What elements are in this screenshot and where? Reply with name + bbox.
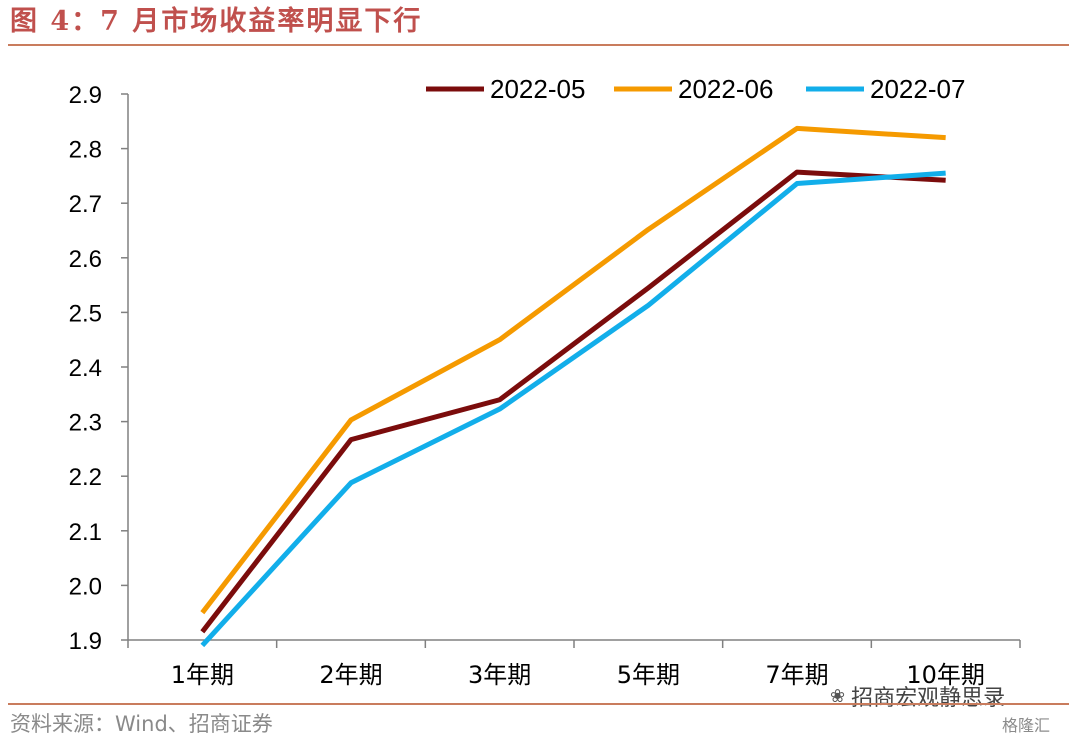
chart-legend: 2022-05 2022-06 2022-07	[426, 74, 965, 104]
y-tick-label: 2.1	[69, 519, 102, 546]
series-line-2022-07	[200, 170, 946, 648]
series-layer	[200, 125, 946, 648]
legend-label: 2022-07	[870, 74, 965, 104]
x-tick-label: 7年期	[765, 661, 828, 689]
legend-label: 2022-06	[678, 74, 773, 104]
line-chart: 1.9 2.0 2.1 2.2 2.3 2.4 2.5 2.6 2.7 2.8 2.9 1年期 2年期 3…	[69, 74, 1021, 689]
y-tick-label: 2.3	[69, 410, 102, 437]
y-tick-label: 2.2	[69, 464, 102, 491]
chart-axes: 1.9 2.0 2.1 2.2 2.3 2.4 2.5 2.6 2.7 2.8 2.9 1年期 2年期 3…	[69, 82, 1021, 689]
series-line-2022-06	[200, 125, 946, 615]
y-tick-label: 1.9	[69, 628, 102, 655]
y-tick-label: 2.4	[69, 355, 102, 382]
y-tick-label: 2.5	[69, 300, 102, 327]
bottom-rule	[8, 703, 1069, 705]
watermark-logo: 格隆汇	[1002, 716, 1051, 735]
x-tick-label: 1年期	[171, 661, 234, 689]
watermark: ❀ 招商宏观静思录	[830, 680, 1005, 712]
top-rule	[8, 44, 1069, 46]
wechat-icon: ❀	[830, 685, 846, 707]
figure-title: 图 4：7 月市场收益率明显下行	[10, 6, 423, 37]
x-tick-label: 5年期	[617, 661, 680, 689]
x-tick-label: 2年期	[319, 661, 382, 689]
y-tick-label: 2.0	[69, 573, 102, 600]
y-tick-label: 2.9	[69, 82, 102, 109]
x-tick-label: 10年期	[906, 661, 985, 689]
legend-label: 2022-05	[490, 74, 585, 104]
y-tick-label: 2.7	[69, 191, 102, 218]
watermark-text: 招商宏观静思录	[851, 686, 1006, 711]
source-note: 资料来源：Wind、招商证券	[10, 712, 273, 736]
x-tick-label: 3年期	[468, 661, 531, 689]
y-tick-label: 2.6	[69, 246, 102, 273]
y-tick-label: 2.8	[69, 137, 102, 164]
series-line-2022-05	[200, 169, 946, 634]
